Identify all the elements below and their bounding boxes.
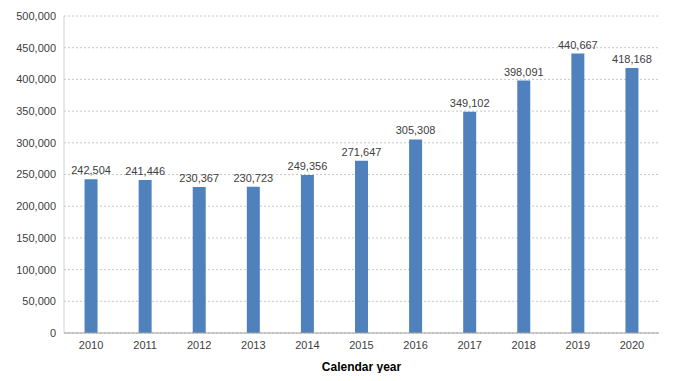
- svg-text:Calendar year: Calendar year: [322, 360, 402, 373]
- svg-text:440,667: 440,667: [558, 39, 598, 51]
- svg-text:398,091: 398,091: [504, 66, 544, 78]
- svg-text:2014: 2014: [295, 339, 319, 351]
- svg-text:400,000: 400,000: [16, 73, 56, 85]
- svg-text:200,000: 200,000: [16, 200, 56, 212]
- svg-text:2011: 2011: [133, 339, 157, 351]
- svg-text:2015: 2015: [349, 339, 373, 351]
- svg-text:230,723: 230,723: [233, 172, 273, 184]
- svg-text:100,000: 100,000: [16, 264, 56, 276]
- svg-text:2020: 2020: [620, 339, 644, 351]
- svg-text:418,168: 418,168: [612, 53, 652, 65]
- svg-text:241,446: 241,446: [125, 165, 165, 177]
- svg-text:2019: 2019: [566, 339, 590, 351]
- svg-text:349,102: 349,102: [450, 97, 490, 109]
- svg-text:2017: 2017: [457, 339, 481, 351]
- svg-text:150,000: 150,000: [16, 232, 56, 244]
- svg-text:2013: 2013: [241, 339, 265, 351]
- svg-text:50,000: 50,000: [22, 295, 56, 307]
- svg-text:0: 0: [50, 327, 56, 339]
- svg-text:230,367: 230,367: [179, 172, 219, 184]
- svg-text:2010: 2010: [79, 339, 103, 351]
- svg-text:305,308: 305,308: [396, 124, 436, 136]
- svg-text:2018: 2018: [512, 339, 536, 351]
- svg-text:250,000: 250,000: [16, 168, 56, 180]
- svg-text:249,356: 249,356: [288, 160, 328, 172]
- svg-text:350,000: 350,000: [16, 105, 56, 117]
- svg-text:242,504: 242,504: [71, 164, 111, 176]
- svg-text:300,000: 300,000: [16, 137, 56, 149]
- svg-text:271,647: 271,647: [342, 146, 382, 158]
- svg-text:2012: 2012: [187, 339, 211, 351]
- svg-text:2016: 2016: [403, 339, 427, 351]
- svg-text:450,000: 450,000: [16, 42, 56, 54]
- svg-text:500,000: 500,000: [16, 10, 56, 22]
